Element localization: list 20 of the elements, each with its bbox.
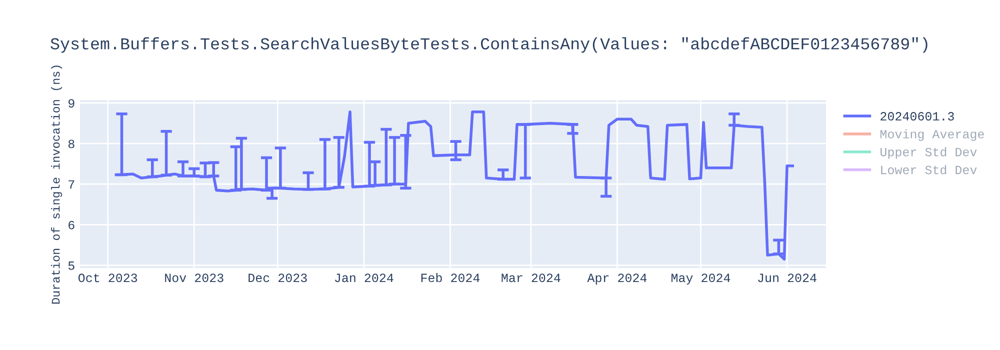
x-tick-label: May 2024 [672,274,730,285]
y-axis-title: Duration of single invocation (ns) [51,66,62,304]
y-tick-label: 8 [68,140,74,148]
legend-label: Upper Std Dev [880,147,977,159]
y-tick-label: 7 [68,180,74,189]
x-tick-label: Mar 2024 [502,274,560,282]
y-tick-label: 9 [68,99,74,108]
x-tick-label: Apr 2024 [587,274,647,285]
x-tick-label: Jan 2024 [334,274,394,282]
chart-title: System.Buffers.Tests.SearchValuesByteTests.ContainsAny(Values: "abcdefABCDEF0123456789") [50,37,928,53]
y-tick-label: 5 [68,262,74,270]
legend-label: 20240601.3 [880,112,954,121]
legend-label: Lower Std Dev [881,165,977,174]
x-tick-label: Feb 2024 [421,272,480,282]
y-tick-label: 6 [68,220,74,230]
x-tick-label: Dec 2023 [248,274,307,282]
x-tick-label: Jun 2024 [758,274,816,282]
x-tick-label: Nov 2023 [165,274,224,282]
legend-label: Moving Average [880,129,984,141]
x-tick-label: Oct 2023 [78,274,138,282]
